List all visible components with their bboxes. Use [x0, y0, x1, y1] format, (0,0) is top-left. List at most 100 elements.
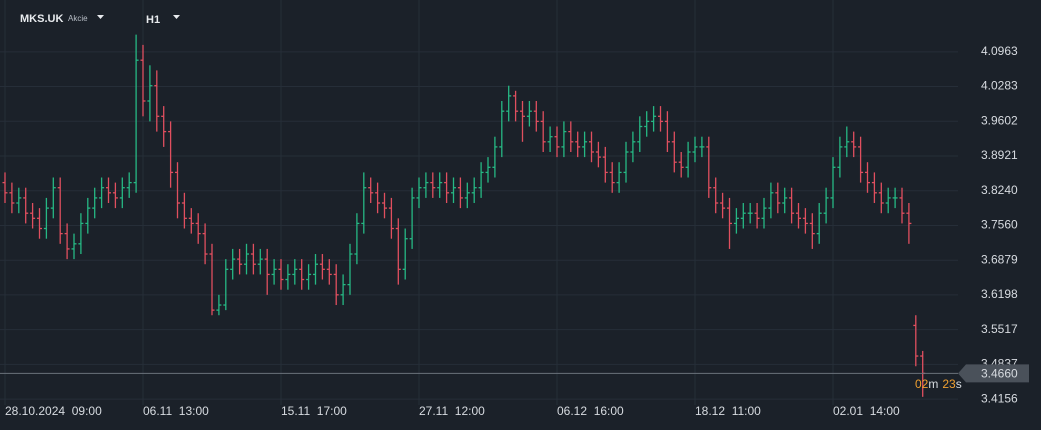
ohlc-bar — [816, 203, 822, 244]
symbol[interactable]: MKS.UK — [20, 13, 63, 25]
ohlc-bar — [133, 34, 139, 193]
ohlc-bar — [340, 274, 346, 306]
ohlc-bar — [2, 172, 8, 204]
countdown-part: m — [928, 377, 938, 391]
ohlc-bar — [582, 131, 588, 158]
ohlc-bar — [858, 136, 864, 183]
ohlc-bar — [616, 162, 622, 193]
x-tick-label: 02.01 14:00 — [833, 404, 900, 418]
ohlc-bar — [499, 100, 505, 158]
timeframe[interactable]: H1 — [146, 14, 160, 26]
x-tick-label: 28.10.2024 09:00 — [5, 404, 102, 418]
last-price-label: 3.4660 — [981, 367, 1018, 381]
y-tick-label: 3.9602 — [981, 113, 1018, 127]
ohlc-bar — [202, 223, 208, 265]
ohlc-bar — [747, 203, 753, 224]
ohlc-bar — [250, 243, 256, 275]
dropdown-arrow[interactable] — [173, 15, 180, 19]
ohlc-bar — [257, 248, 263, 275]
ohlc-bar — [430, 172, 436, 198]
ohlc-bar — [168, 121, 174, 188]
ohlc-bar — [347, 243, 353, 295]
ohlc-bar — [485, 157, 491, 183]
y-tick-label: 3.6198 — [981, 287, 1018, 301]
ohlc-bar — [837, 136, 843, 178]
ohlc-bar — [706, 136, 712, 198]
ohlc-bar — [595, 141, 601, 168]
x-tick-label: 06.11 13:00 — [143, 404, 209, 418]
ohlc-bar — [382, 192, 387, 219]
ohlc-bar — [23, 187, 29, 224]
ohlc-bar — [223, 259, 229, 311]
ohlc-bar — [775, 182, 781, 214]
ohlc-bar — [354, 213, 360, 265]
ohlc-bar — [444, 172, 450, 204]
ohlc-bar — [789, 187, 795, 224]
ohlc-bar — [244, 243, 249, 275]
ohlc-bar — [299, 259, 305, 290]
ohlc-bar — [375, 182, 381, 214]
last-price-tag — [958, 364, 1029, 383]
ohlc-bar — [423, 172, 429, 198]
ohlc-bar — [506, 85, 512, 122]
x-tick-label: 27.11 12:00 — [419, 404, 485, 418]
ohlc-bar — [106, 177, 111, 204]
ohlc-bar — [195, 213, 201, 244]
ohlc-bar — [547, 126, 553, 153]
ohlc-bar — [830, 157, 836, 209]
ohlc-bar — [637, 116, 643, 153]
ohlc-bar — [85, 197, 91, 234]
ohlc-bar — [623, 141, 629, 183]
ohlc-bar — [271, 259, 277, 285]
ohlc-bar — [554, 126, 560, 158]
ohlc-bar — [216, 294, 222, 316]
ohlc-bar — [575, 131, 581, 158]
ohlc-bar — [513, 90, 519, 122]
ohlc-bar — [561, 121, 567, 158]
ohlc-bar — [885, 187, 891, 214]
countdown-part: s — [956, 377, 962, 391]
ohlc-bar — [437, 172, 443, 198]
ohlc-bar — [112, 182, 118, 209]
ohlc-bar — [188, 208, 194, 234]
y-tick-label: 3.5517 — [981, 322, 1018, 336]
ohlc-bar — [16, 187, 22, 214]
countdown: 02m 23s — [915, 377, 962, 391]
ohlc-bar — [43, 197, 49, 239]
ohlc-bar — [823, 187, 829, 224]
timeframe-selector[interactable]: H1 — [146, 14, 180, 26]
ohlc-bar — [671, 131, 677, 173]
ohlc-bar — [664, 111, 670, 153]
countdown-part: 23 — [942, 377, 956, 391]
ohlc-bar — [230, 248, 236, 280]
symbol-selector[interactable]: MKS.UK Akcie — [20, 13, 104, 25]
ohlc-bar — [57, 177, 63, 244]
bars — [2, 34, 926, 397]
ohlc-bar — [402, 228, 408, 280]
ohlc-bar — [209, 243, 215, 316]
ohlc-bar — [761, 197, 767, 229]
ohlc-bar — [181, 192, 187, 229]
x-tick-label: 06.12 16:00 — [557, 404, 624, 418]
ohlc-bar — [409, 187, 415, 249]
ohlc-bar — [720, 192, 726, 219]
y-tick-label: 3.8921 — [981, 148, 1018, 162]
asset-type[interactable]: Akcie — [68, 14, 88, 23]
ohlc-bar — [237, 248, 243, 275]
ohlc-bar — [692, 136, 698, 163]
dropdown-arrow[interactable] — [97, 15, 104, 19]
ohlc-bar — [368, 177, 374, 204]
ohlc-bar — [782, 187, 788, 214]
ohlc-bar — [175, 162, 180, 219]
ohlc-bar — [913, 315, 919, 367]
ohlc-bar — [533, 100, 539, 132]
y-tick-label: 3.7560 — [981, 218, 1018, 232]
ohlc-bar — [278, 259, 284, 290]
ohlc-bar — [754, 203, 760, 229]
countdown-part: 02 — [915, 377, 929, 391]
ohlc-bar — [809, 213, 815, 249]
ohlc-bar — [865, 162, 870, 193]
ohlc-bar — [99, 177, 105, 209]
ohlc-bar — [899, 187, 905, 224]
